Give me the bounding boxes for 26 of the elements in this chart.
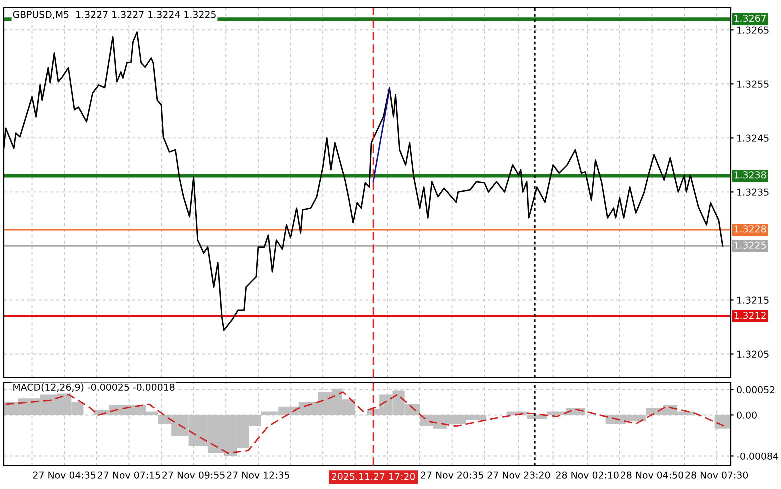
y-tick-label: 1.3245 <box>738 134 769 142</box>
y-tick-label: 1.3235 <box>738 188 769 196</box>
x-tick-label: 28 Nov 07:30 <box>686 472 748 479</box>
chart-title: MACD(12,26,9) -0.00025 -0.00018 <box>14 384 175 392</box>
y-tick-label: -0.00084 <box>737 452 778 460</box>
y-tick-label: 1.3215 <box>738 296 769 304</box>
x-tick-label: 28 Nov 02:10 <box>556 472 619 479</box>
ref-line-label: 1.3238 <box>734 172 766 179</box>
y-tick-label: 1.3205 <box>738 350 769 358</box>
ref-line-label: 1.3212 <box>734 312 766 320</box>
y-tick-label: 0.00 <box>737 412 757 419</box>
x-tick-label: 27 Nov 20:35 <box>421 472 484 479</box>
ref-line-label: 1.3225 <box>734 242 766 249</box>
ref-line-label: 1.3267 <box>734 14 766 22</box>
chart-title: GBPUSD,M5 1.3227 1.3227 1.3224 1.3225 <box>13 11 216 20</box>
x-tick-label: 27 Nov 23:20 <box>488 472 550 479</box>
y-tick-label: 0.00052 <box>737 386 775 394</box>
x-tick-label: 27 Nov 09:55 <box>162 472 225 479</box>
x-tick-label: 27 Nov 07:15 <box>98 472 160 479</box>
y-tick-label: 1.3265 <box>738 26 769 34</box>
ref-line-label: 1.3228 <box>734 226 766 233</box>
x-tick-label: 27 Nov 04:35 <box>33 472 96 479</box>
y-tick-label: 1.3255 <box>738 80 769 88</box>
x-tick-label: 28 Nov 04:50 <box>621 472 684 479</box>
x-tick-label: 27 Nov 12:35 <box>227 472 290 479</box>
ref-line-label: 2025.11.27 17:20 <box>332 473 416 480</box>
